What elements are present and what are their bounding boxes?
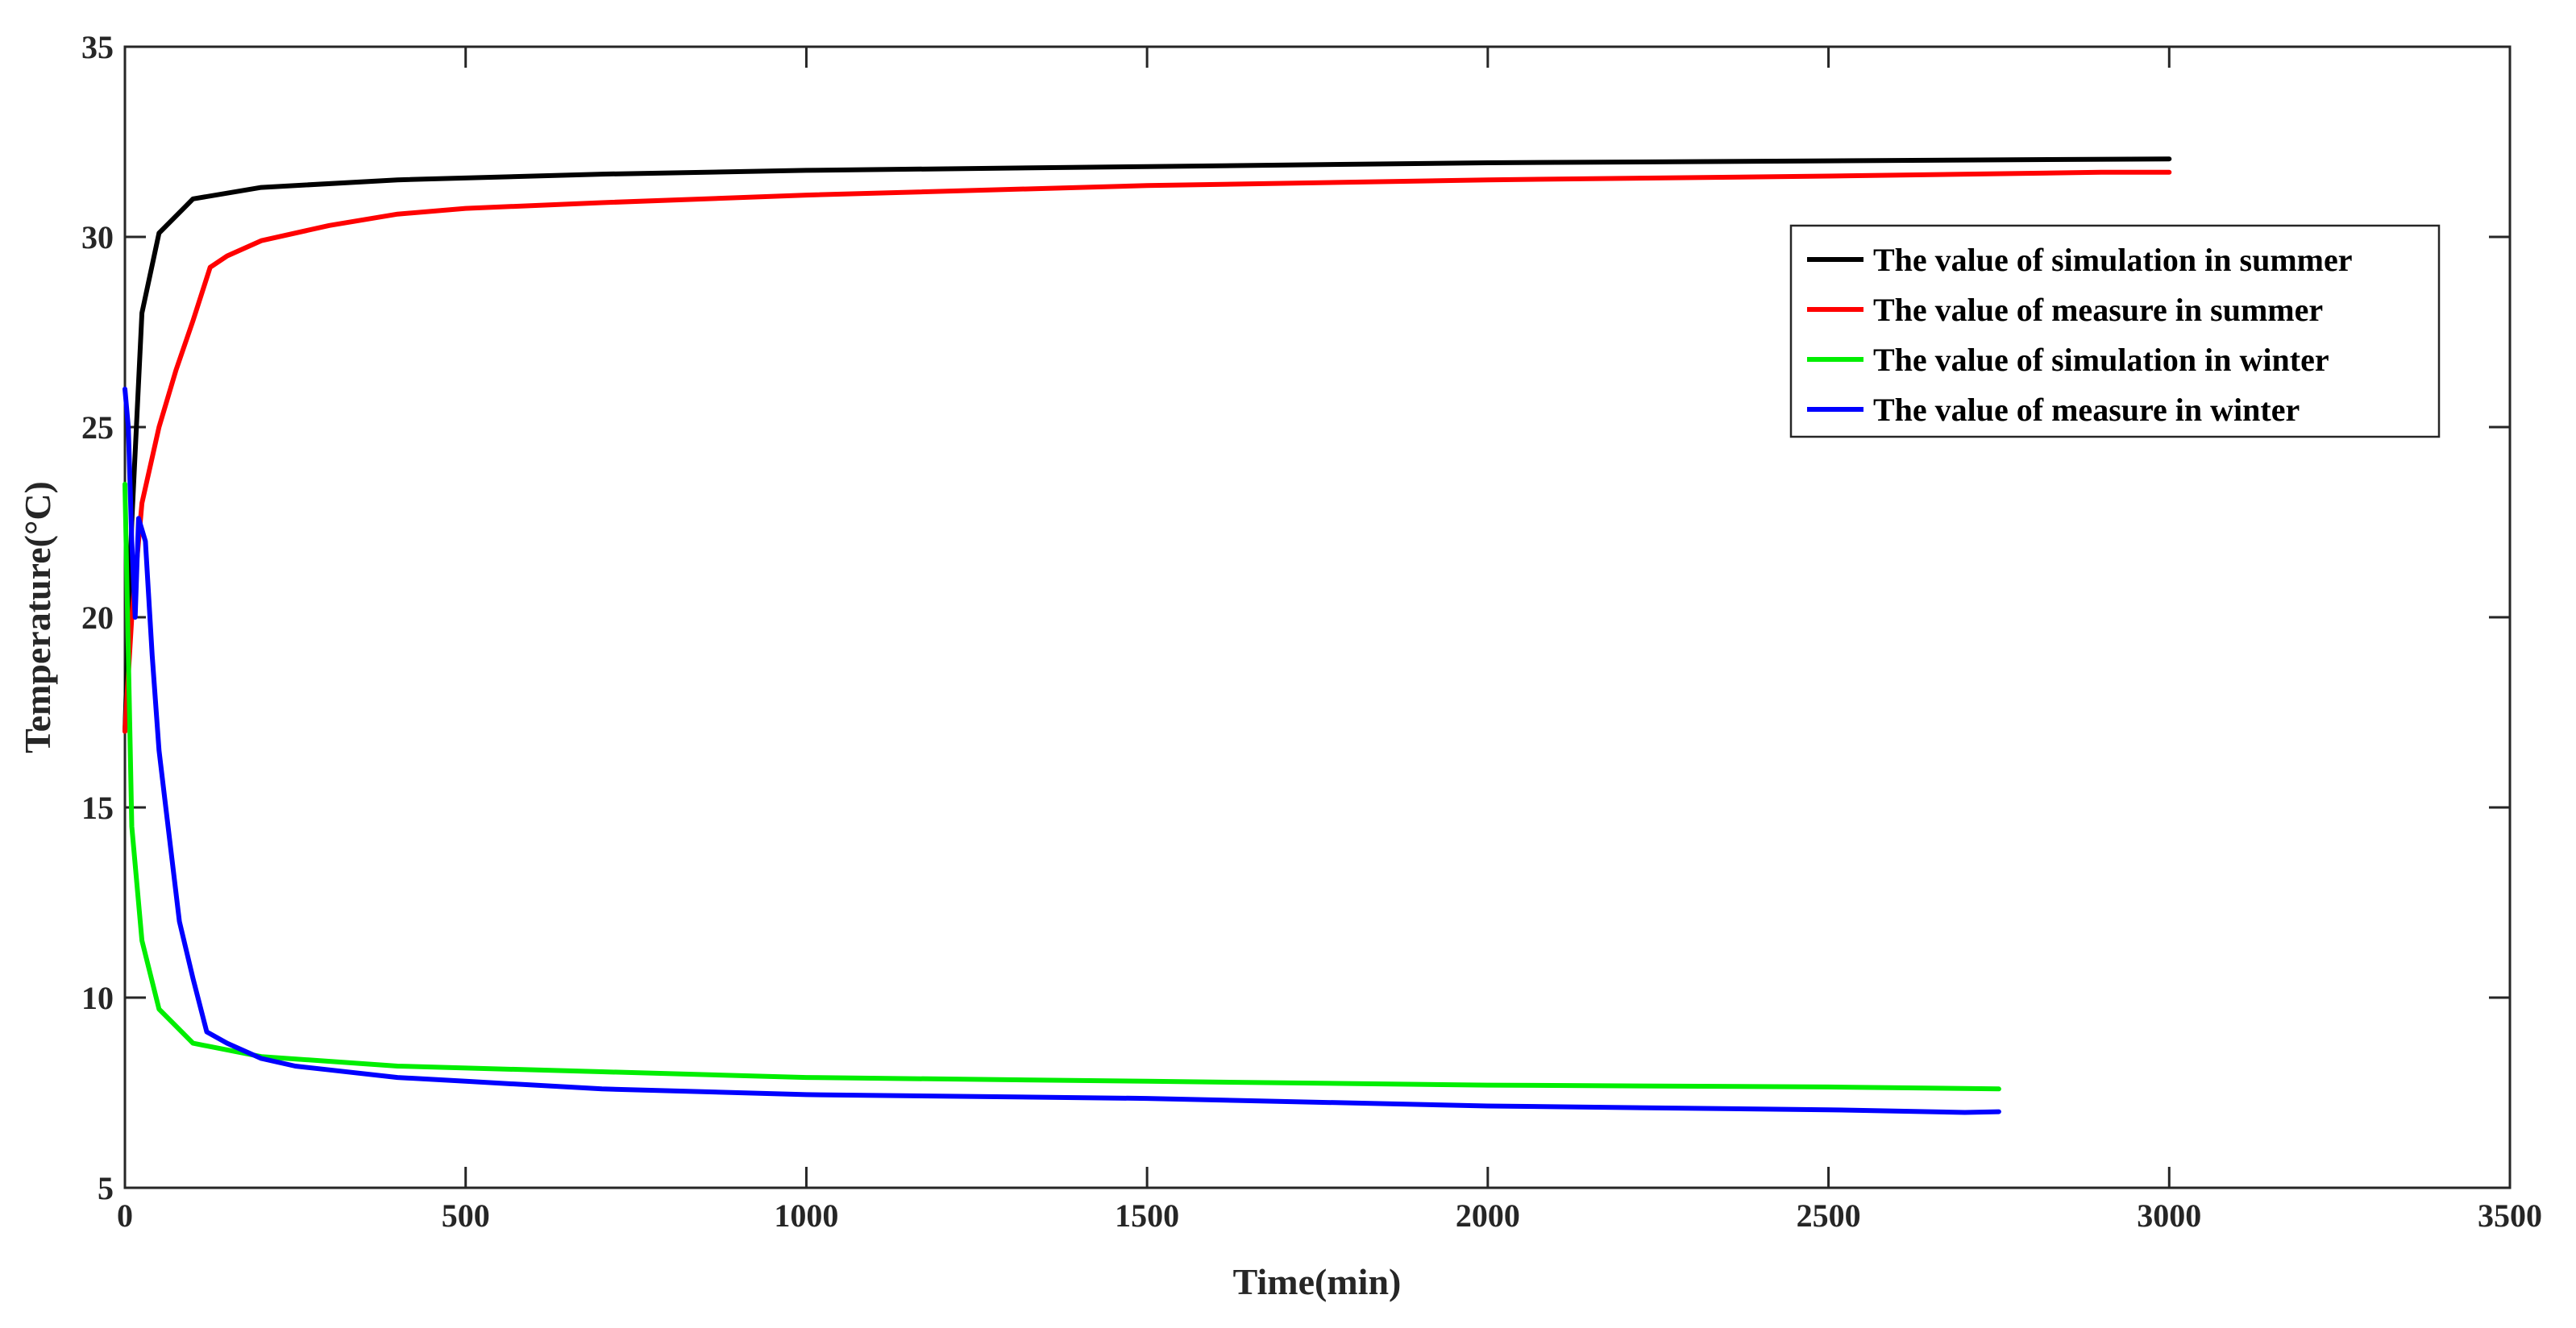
y-tick-label: 30 bbox=[81, 219, 114, 255]
x-tick-label: 2500 bbox=[1797, 1197, 1861, 1234]
series-lines bbox=[123, 156, 2172, 1115]
x-tick-label: 1500 bbox=[1115, 1197, 1179, 1234]
legend-items: The value of simulation in summer The val… bbox=[1807, 242, 2352, 428]
plot-area bbox=[123, 45, 2512, 1189]
y-tick-label: 20 bbox=[81, 600, 114, 636]
x-tick-label: 2000 bbox=[1456, 1197, 1520, 1234]
series-line-4 bbox=[123, 386, 2001, 1115]
tick-labels: 0 500 1000 1500 2000 2500 3000 3500 5 10 15 20 25 30 3… bbox=[81, 29, 2542, 1234]
legend: The value of simulation in summer The val… bbox=[1789, 224, 2441, 438]
x-tick-label: 1000 bbox=[774, 1197, 838, 1234]
x-tick-label: 500 bbox=[442, 1197, 490, 1234]
y-tick-label: 5 bbox=[98, 1170, 114, 1206]
legend-box bbox=[1789, 224, 2441, 438]
y-tick-label: 15 bbox=[81, 790, 114, 826]
legend-label: The value of simulation in summer bbox=[1873, 242, 2352, 278]
x-tick-label: 0 bbox=[117, 1197, 133, 1234]
x-axis-title: Time(min) bbox=[1233, 1261, 1402, 1302]
y-tick-label: 10 bbox=[81, 980, 114, 1016]
series-line-3 bbox=[123, 481, 2001, 1092]
series-line-1 bbox=[123, 156, 2172, 734]
legend-label: The value of measure in winter bbox=[1873, 392, 2300, 428]
y-tick-label: 35 bbox=[81, 29, 114, 65]
y-axis-title: Temperature(°C) bbox=[17, 481, 58, 753]
legend-label: The value of simulation in winter bbox=[1873, 342, 2329, 378]
legend-label: The value of measure in summer bbox=[1873, 292, 2323, 328]
x-tick-label: 3000 bbox=[2137, 1197, 2201, 1234]
x-tick-label: 3500 bbox=[2478, 1197, 2542, 1234]
y-tick-label: 25 bbox=[81, 409, 114, 446]
series-line-2 bbox=[123, 169, 2172, 734]
